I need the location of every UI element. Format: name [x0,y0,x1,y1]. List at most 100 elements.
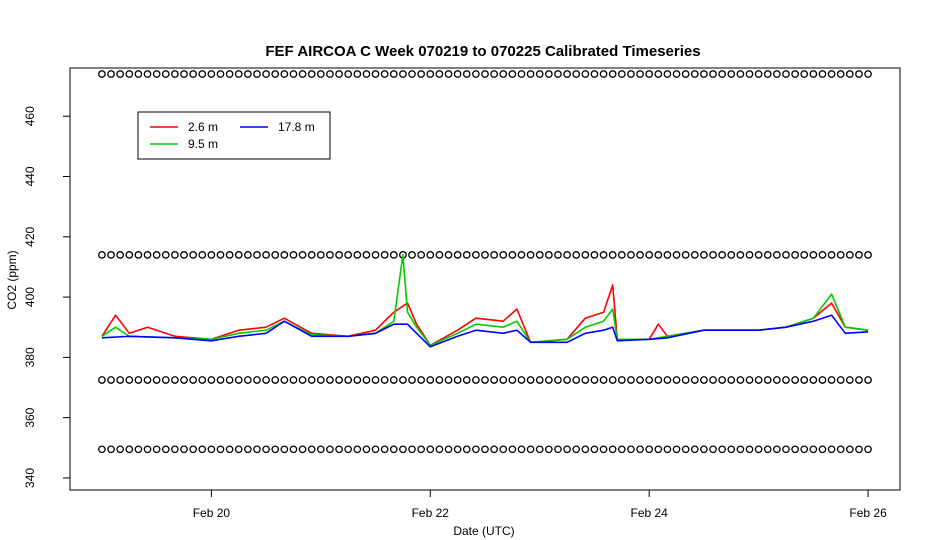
reference-marker [544,445,553,454]
reference-marker [262,70,270,78]
reference-marker [791,376,799,384]
reference-marker [134,70,143,78]
reference-marker [800,376,809,384]
reference-marker [171,445,179,454]
y-tick-label: 360 [23,407,37,427]
reference-marker [690,376,699,384]
plot-area [98,70,872,454]
reference-marker [280,251,289,259]
reference-marker [435,445,444,454]
reference-marker [627,70,635,78]
reference-marker [599,445,608,454]
reference-marker [818,376,827,384]
reference-marker [700,376,708,384]
reference-marker [253,376,261,384]
reference-marker [289,376,298,384]
reference-marker [125,445,134,454]
reference-marker [617,376,626,384]
reference-marker [462,445,471,454]
reference-marker [289,70,298,78]
reference-marker [152,445,161,454]
reference-marker [125,376,134,384]
reference-marker [408,251,416,259]
reference-marker [417,376,426,384]
reference-marker [818,251,827,259]
reference-marker [681,445,690,454]
reference-marker [672,251,681,259]
reference-marker [535,70,544,78]
reference-marker [225,251,234,259]
reference-marker [718,445,726,454]
series-line-0 [101,284,869,347]
reference-marker [371,251,380,259]
series-line-2 [101,314,869,348]
reference-marker [152,376,161,384]
reference-marker [161,70,170,78]
reference-marker [490,376,498,384]
reference-marker [709,445,717,454]
reference-marker [855,445,863,454]
reference-marker [171,376,179,384]
reference-marker [636,70,644,78]
reference-marker [490,251,498,259]
reference-marker [782,376,790,384]
reference-marker [636,445,644,454]
reference-marker [700,70,708,78]
reference-marker [207,251,216,259]
reference-marker [481,445,489,454]
reference-marker [389,445,398,454]
y-tick-label: 440 [23,166,37,186]
reference-marker [180,251,188,259]
reference-marker [645,70,654,78]
reference-marker [244,251,252,259]
reference-marker [280,70,289,78]
reference-marker [754,251,763,259]
reference-marker [782,70,790,78]
reference-marker [271,70,280,78]
reference-marker [472,376,480,384]
reference-marker [526,376,535,384]
reference-marker [590,445,599,454]
x-tick-label: Feb 22 [412,506,450,520]
reference-marker [335,251,343,259]
reference-marker [535,376,544,384]
reference-marker [353,445,362,454]
reference-marker [389,251,398,259]
reference-marker [107,251,115,259]
reference-marker [763,70,772,78]
reference-marker [791,251,799,259]
reference-marker [590,251,599,259]
reference-marker [736,376,745,384]
reference-marker [627,445,635,454]
reference-marker [581,251,590,259]
reference-marker [316,251,325,259]
reference-marker [845,70,854,78]
reference-marker [827,376,836,384]
reference-marker [517,376,526,384]
reference-marker [271,445,280,454]
reference-marker [864,251,872,259]
reference-marker [864,70,872,78]
reference-marker [727,70,736,78]
reference-marker [481,251,489,259]
reference-marker [709,376,717,384]
reference-marker [462,376,471,384]
reference-marker [864,376,872,384]
reference-marker [453,251,462,259]
reference-marker [845,376,854,384]
reference-marker [307,445,316,454]
reference-marker [462,251,471,259]
reference-marker [745,376,754,384]
reference-marker [253,445,261,454]
reference-marker [636,376,644,384]
reference-marker [745,251,754,259]
reference-marker [809,445,818,454]
reference-marker [472,445,480,454]
reference-marker [207,445,216,454]
reference-marker [171,251,179,259]
reference-marker [444,376,453,384]
y-tick-label: 340 [23,468,37,488]
reference-marker [645,251,654,259]
reference-marker [535,445,544,454]
reference-marker [681,376,690,384]
